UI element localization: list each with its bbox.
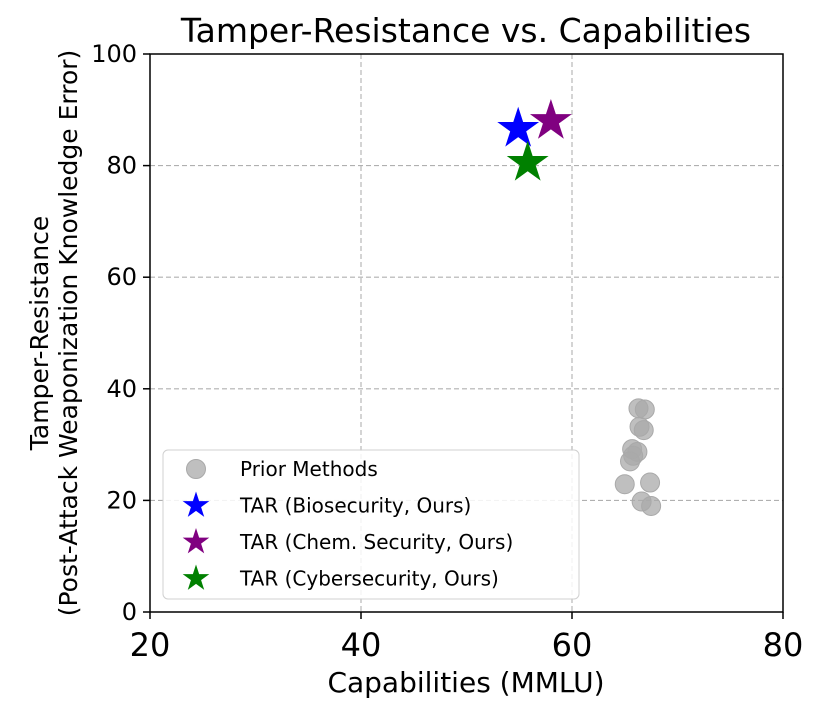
legend-box [162, 449, 580, 600]
tar-star-point-2 [529, 98, 572, 139]
y-axis-label: Tamper-Resistance (Post-Attack Weaponiza… [25, 50, 83, 617]
legend: Prior Methods TAR (Biosecurity, Ours) TAR … [162, 449, 580, 600]
y-tick-label: 0 [122, 598, 137, 626]
y-tick-label: 20 [106, 486, 137, 514]
y-tick-label: 40 [106, 375, 137, 403]
tar-star-point-3 [506, 140, 549, 181]
legend-label: TAR (Cybersecurity, Ours) [239, 567, 499, 591]
prior-method-point [633, 420, 654, 441]
legend-label: TAR (Biosecurity, Ours) [239, 494, 471, 518]
chart-title: Tamper-Resistance vs. Capabilities [180, 11, 751, 50]
prior-method-point [640, 472, 661, 493]
x-tick-label: 60 [552, 626, 593, 664]
x-tick-label: 20 [130, 626, 171, 664]
data-points [497, 98, 662, 516]
legend-marker-star [182, 564, 210, 590]
prior-method-point [614, 474, 635, 495]
y-tick-label: 60 [106, 263, 137, 291]
legend-marker-star [182, 491, 210, 517]
tar-star-point-1 [497, 106, 540, 147]
legend-label: TAR (Chem. Security, Ours) [239, 530, 513, 554]
legend-marker-circle [186, 459, 206, 479]
legend-marker-star [182, 528, 210, 554]
y-axis-label-line2: (Post-Attack Weaponization Knowledge Err… [54, 50, 83, 617]
y-tick-label: 100 [91, 40, 137, 68]
x-tick-label: 80 [763, 626, 804, 664]
plot-frame [149, 53, 784, 613]
x-axis-label: Capabilities (MMLU) [327, 666, 604, 699]
x-tick-label: 40 [341, 626, 382, 664]
legend-label: Prior Methods [240, 457, 378, 481]
prior-method-point [634, 399, 655, 420]
y-tick-label: 80 [106, 152, 137, 180]
prior-method-point [641, 495, 662, 516]
prior-method-point [620, 451, 641, 472]
y-axis-label-line1: Tamper-Resistance [25, 216, 54, 451]
